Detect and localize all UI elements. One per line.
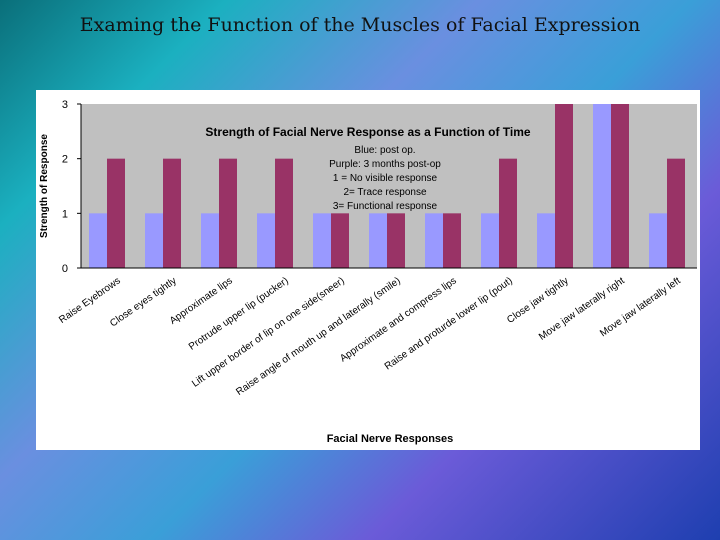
bar: [387, 213, 405, 268]
bar: [499, 158, 517, 268]
y-axis-label: Strength of Response: [39, 134, 50, 238]
legend-line: 1 = No visible response: [333, 173, 438, 184]
chart-title: Strength of Facial Nerve Response as a F…: [205, 125, 531, 139]
bar: [201, 213, 219, 268]
bar: [313, 213, 331, 268]
bar: [443, 213, 461, 268]
y-tick-label: 3: [62, 99, 68, 111]
legend-line: 3= Functional response: [333, 201, 438, 212]
bar: [145, 213, 163, 268]
bar: [163, 158, 181, 268]
bar: [275, 158, 293, 268]
bar: [537, 213, 555, 268]
bar: [425, 213, 443, 268]
bar: [667, 158, 685, 268]
bar: [107, 158, 125, 268]
legend-line: 2= Trace response: [343, 187, 427, 198]
y-tick-label: 0: [62, 263, 68, 275]
bar: [331, 213, 349, 268]
bar: [555, 104, 573, 268]
bar: [369, 213, 387, 268]
y-tick-label: 2: [62, 154, 68, 166]
bar: [649, 213, 667, 268]
y-tick-label: 1: [62, 208, 68, 220]
bar: [593, 104, 611, 268]
bar: [89, 213, 107, 268]
legend-line: Blue: post op.: [354, 145, 415, 156]
slide-title: Examing the Function of the Muscles of F…: [79, 14, 641, 36]
bar: [257, 213, 275, 268]
bar: [481, 213, 499, 268]
x-axis-label: Facial Nerve Responses: [327, 433, 454, 445]
legend-line: Purple: 3 months post-op: [329, 159, 441, 170]
bar: [611, 104, 629, 268]
bar: [219, 158, 237, 268]
